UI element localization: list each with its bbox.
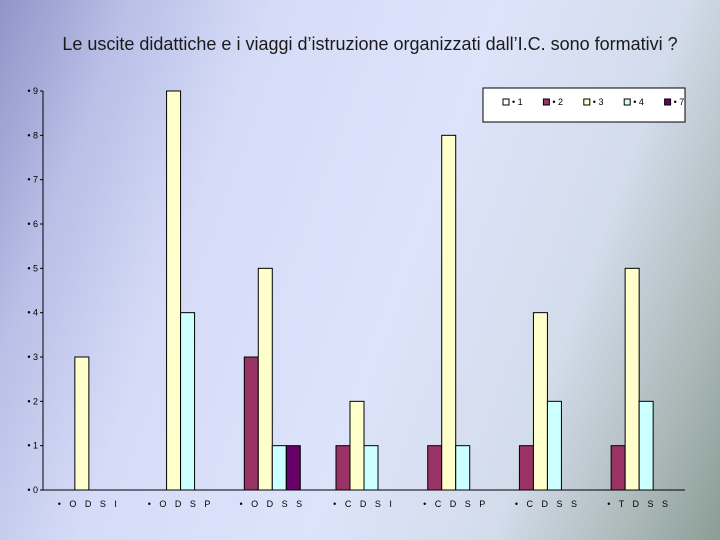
legend-label: • 7 <box>674 97 685 107</box>
bar <box>243 356 259 491</box>
chart-labels: • 0 • 1 • 2 • 3 • 4 • 5 • 6 • 7 • 8 • 9 • O D S I •… <box>27 86 671 509</box>
y-tick-label: • 3 <box>27 352 38 362</box>
bar <box>271 445 287 491</box>
x-tick-label: • O D S I <box>58 499 120 509</box>
x-tick-label: • T D S S <box>607 499 671 509</box>
legend-label: • 3 <box>593 97 604 107</box>
bar <box>335 445 351 491</box>
y-tick-label: • 5 <box>27 263 38 273</box>
x-tick-label: • C D S S <box>515 499 580 509</box>
y-tick-label: • 4 <box>27 308 38 318</box>
y-tick-label: • 8 <box>27 130 38 140</box>
bar <box>363 445 379 491</box>
y-tick-label: • 7 <box>27 175 38 185</box>
bar <box>610 445 626 491</box>
chart-legend: • 1 • 2 • 3 • 4 • 7 <box>482 87 686 123</box>
legend-label: • 1 <box>512 97 523 107</box>
chart-title: Le uscite didattiche e i viaggi d’istruz… <box>62 34 678 54</box>
bar <box>166 90 182 491</box>
legend-label: • 4 <box>633 97 644 107</box>
x-tick-label: • O D S S <box>239 499 305 509</box>
legend-swatch <box>623 98 631 106</box>
legend-swatch <box>583 98 591 106</box>
bar <box>180 312 196 491</box>
y-tick-label: • 1 <box>27 441 38 451</box>
legend-label: • 2 <box>552 97 563 107</box>
bar <box>455 445 471 491</box>
x-tick-label: • C D S I <box>333 499 395 509</box>
bar <box>74 356 90 491</box>
bar <box>546 400 562 491</box>
bar <box>427 445 443 491</box>
bar <box>624 267 640 491</box>
x-tick-label: • C D S P <box>423 499 488 509</box>
legend-swatch <box>542 98 550 106</box>
y-tick-label: • 0 <box>27 485 38 495</box>
bar <box>532 312 548 491</box>
y-tick-label: • 6 <box>27 219 38 229</box>
bar <box>638 400 654 491</box>
bar <box>285 445 301 491</box>
legend-swatch <box>502 98 510 106</box>
x-tick-label: • O D S P <box>148 499 214 509</box>
y-tick-label: • 9 <box>27 86 38 96</box>
legend-swatch <box>664 98 672 106</box>
bar <box>257 267 273 491</box>
bar <box>441 134 457 491</box>
y-tick-label: • 2 <box>27 396 38 406</box>
chart-bars <box>74 90 654 491</box>
bar <box>349 400 365 491</box>
bar <box>518 445 534 491</box>
